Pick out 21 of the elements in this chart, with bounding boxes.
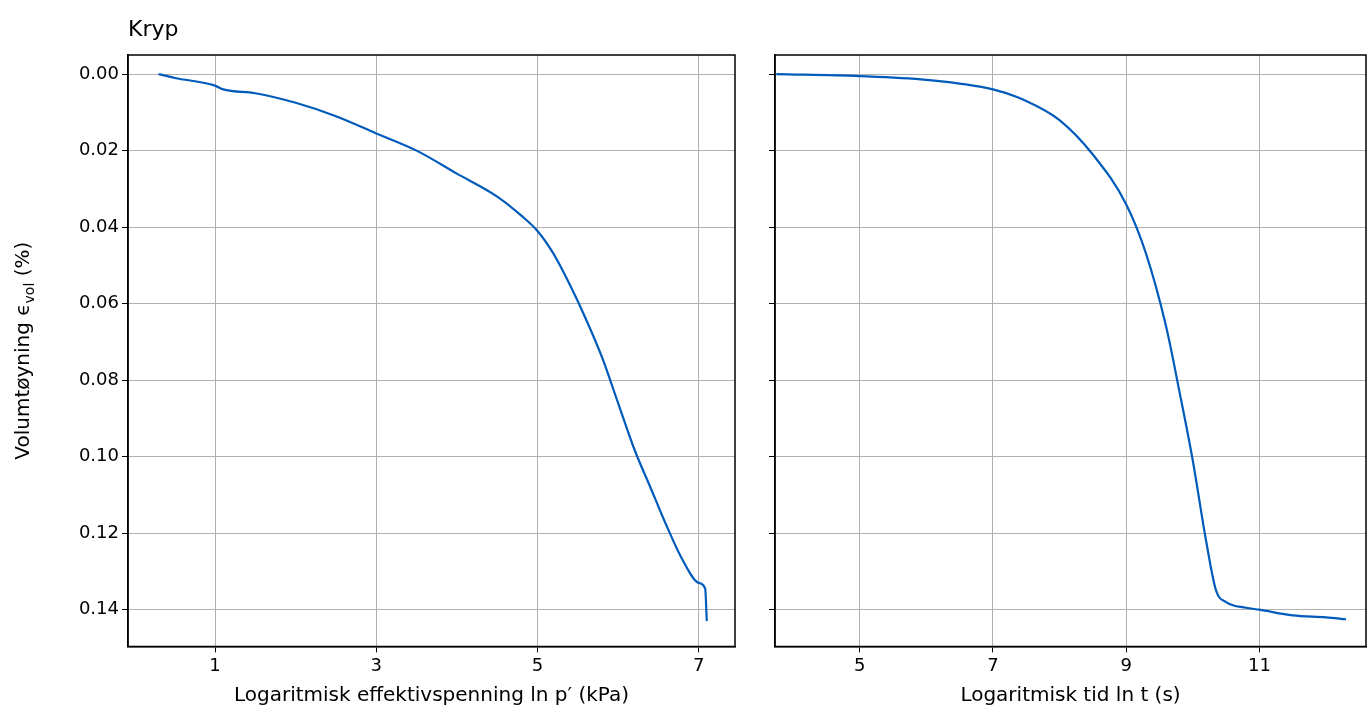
x-tick-label: 7 (693, 653, 705, 675)
y-axis-title: Volumtøyning ϵvol (%) (10, 241, 37, 460)
x-tick-label: 3 (370, 653, 383, 675)
line-series (157, 73, 708, 623)
x-tick-label: 7 (987, 653, 999, 675)
y-tick-label: 0.02 (78, 138, 119, 160)
y-tick-label: 0.04 (78, 214, 119, 236)
x-tick-label: 5 (531, 653, 544, 675)
y-tick-label: 0.12 (78, 520, 119, 542)
x-axis-title: Logaritmisk tid ln t (s) (960, 682, 1181, 707)
y-tick-label: 0.00 (78, 61, 119, 83)
y-tick-label: 0.10 (78, 444, 119, 466)
x-axis-title: Logaritmisk effektivspenning ln p′ (kPa) (233, 682, 630, 707)
x-tick-label: 9 (1120, 653, 1132, 675)
x-tick-label: 5 (853, 653, 866, 675)
y-tick-label: 0.08 (78, 367, 119, 389)
chart-title: Kryp (128, 15, 179, 41)
y-tick-label: 0.06 (78, 291, 119, 313)
x-tick-label: 11 (1247, 653, 1271, 675)
x-tick-label: 1 (209, 653, 221, 675)
y-tick-label: 0.14 (78, 597, 119, 619)
